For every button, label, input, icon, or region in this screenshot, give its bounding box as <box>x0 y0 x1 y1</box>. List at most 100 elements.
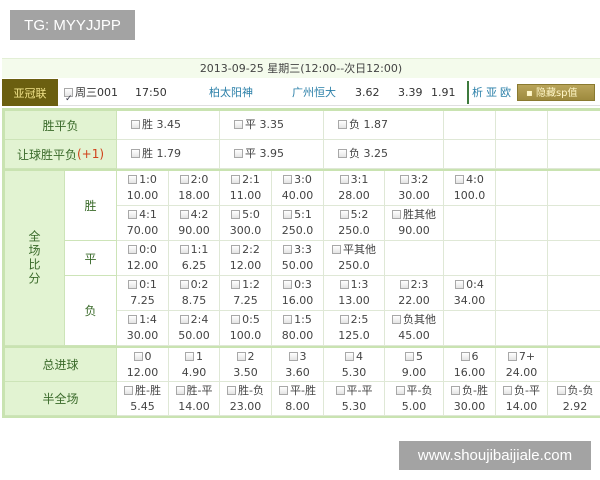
option-checkbox[interactable] <box>339 175 349 184</box>
hide-sp-button[interactable]: ▪ 隐藏sp值 <box>517 84 595 101</box>
option-checkbox[interactable] <box>399 280 409 289</box>
option-cell[interactable]: 负-负 2.92 <box>548 382 600 416</box>
option-checkbox[interactable] <box>231 210 241 219</box>
option-cell[interactable]: 胜其他 90.00 <box>385 206 444 241</box>
option-checkbox[interactable] <box>339 315 349 324</box>
option-checkbox[interactable] <box>345 352 354 361</box>
option-checkbox[interactable] <box>179 175 189 184</box>
option-checkbox[interactable] <box>231 245 241 254</box>
option-checkbox[interactable] <box>392 210 401 219</box>
option-checkbox[interactable] <box>556 386 566 395</box>
option-checkbox[interactable] <box>283 210 293 219</box>
option-checkbox[interactable] <box>128 315 138 324</box>
option-checkbox[interactable] <box>231 280 241 289</box>
option-checkbox[interactable] <box>455 175 465 184</box>
option-checkbox[interactable] <box>455 280 465 289</box>
option-cell[interactable]: 平-胜 8.00 <box>272 382 324 416</box>
option-cell[interactable]: 3:0 40.00 <box>272 171 324 206</box>
option-checkbox[interactable] <box>283 175 293 184</box>
option-cell[interactable]: 5:0 300.0 <box>220 206 272 241</box>
option-checkbox[interactable] <box>392 315 401 324</box>
option-checkbox[interactable] <box>283 315 293 324</box>
option-cell[interactable]: 3:1 28.00 <box>324 171 385 206</box>
league-badge[interactable]: 亚冠联 <box>2 79 58 106</box>
option-checkbox[interactable] <box>179 245 189 254</box>
option-checkbox[interactable] <box>234 149 243 158</box>
option-cell[interactable]: 胜 1.79 <box>117 140 220 169</box>
option-checkbox[interactable] <box>503 386 512 395</box>
option-cell[interactable]: 胜-胜 5.45 <box>117 382 169 416</box>
option-cell[interactable]: 2 3.50 <box>220 348 272 382</box>
option-cell[interactable]: 0:2 8.75 <box>169 276 220 311</box>
option-checkbox[interactable] <box>395 386 405 395</box>
option-cell[interactable]: 0:1 7.25 <box>117 276 169 311</box>
option-cell[interactable]: 5:1 250.0 <box>272 206 324 241</box>
option-cell[interactable]: 7+ 24.00 <box>496 348 548 382</box>
option-checkbox[interactable] <box>133 352 143 361</box>
option-cell[interactable]: 平其他 250.0 <box>324 241 385 276</box>
link-analysis[interactable]: 析 <box>472 86 483 99</box>
option-checkbox[interactable] <box>451 386 460 395</box>
option-cell[interactable]: 1:2 7.25 <box>220 276 272 311</box>
option-cell[interactable]: 3:2 30.00 <box>385 171 444 206</box>
option-cell[interactable]: 0:5 100.0 <box>220 311 272 346</box>
option-cell[interactable]: 1:4 30.00 <box>117 311 169 346</box>
option-cell[interactable]: 4:2 90.00 <box>169 206 220 241</box>
option-cell[interactable]: 胜 3.45 <box>117 111 220 140</box>
option-checkbox[interactable] <box>338 149 347 158</box>
option-checkbox[interactable] <box>405 352 414 361</box>
option-checkbox[interactable] <box>283 245 293 254</box>
option-checkbox[interactable] <box>131 120 140 129</box>
option-cell[interactable]: 负其他 45.00 <box>385 311 444 346</box>
option-cell[interactable]: 负-胜 30.00 <box>444 382 496 416</box>
option-cell[interactable]: 5:2 250.0 <box>324 206 385 241</box>
option-cell[interactable]: 负-平 14.00 <box>496 382 548 416</box>
option-cell[interactable]: 胜-负 23.00 <box>220 382 272 416</box>
option-checkbox[interactable] <box>179 280 189 289</box>
match-select[interactable]: 周三001 <box>64 79 118 113</box>
option-checkbox[interactable] <box>332 245 341 254</box>
option-checkbox[interactable] <box>231 175 241 184</box>
option-checkbox[interactable] <box>131 149 140 158</box>
option-cell[interactable]: 2:1 11.00 <box>220 171 272 206</box>
option-checkbox[interactable] <box>179 315 189 324</box>
option-cell[interactable]: 平 3.35 <box>220 111 324 140</box>
option-cell[interactable]: 1:0 10.00 <box>117 171 169 206</box>
option-checkbox[interactable] <box>507 352 517 361</box>
option-cell[interactable]: 6 16.00 <box>444 348 496 382</box>
link-asian[interactable]: 亚 <box>486 86 497 99</box>
option-cell[interactable]: 4:0 100.0 <box>444 171 496 206</box>
option-cell[interactable]: 负 1.87 <box>324 111 444 140</box>
away-team[interactable]: 广州恒大 <box>292 86 336 99</box>
option-checkbox[interactable] <box>339 210 349 219</box>
option-checkbox[interactable] <box>234 120 243 129</box>
match-checkbox[interactable] <box>64 86 73 113</box>
option-cell[interactable]: 平-负 5.00 <box>385 382 444 416</box>
option-checkbox[interactable] <box>339 280 349 289</box>
option-cell[interactable]: 0:4 34.00 <box>444 276 496 311</box>
option-checkbox[interactable] <box>335 386 345 395</box>
link-euro[interactable]: 欧 <box>500 86 511 99</box>
option-cell[interactable]: 负 3.25 <box>324 140 444 169</box>
option-checkbox[interactable] <box>128 175 138 184</box>
option-checkbox[interactable] <box>128 280 138 289</box>
option-cell[interactable]: 平-平 5.30 <box>324 382 385 416</box>
option-checkbox[interactable] <box>128 210 138 219</box>
option-cell[interactable]: 2:2 12.00 <box>220 241 272 276</box>
option-checkbox[interactable] <box>124 386 133 395</box>
option-checkbox[interactable] <box>236 352 246 361</box>
option-cell[interactable]: 2:4 50.00 <box>169 311 220 346</box>
option-cell[interactable]: 1:5 80.00 <box>272 311 324 346</box>
option-cell[interactable]: 3:3 50.00 <box>272 241 324 276</box>
home-team[interactable]: 柏太阳神 <box>209 86 253 99</box>
option-checkbox[interactable] <box>279 386 288 395</box>
option-checkbox[interactable] <box>231 315 241 324</box>
option-checkbox[interactable] <box>175 386 185 395</box>
option-checkbox[interactable] <box>338 120 347 129</box>
option-cell[interactable]: 4:1 70.00 <box>117 206 169 241</box>
option-cell[interactable]: 平 3.95 <box>220 140 324 169</box>
option-cell[interactable]: 1 4.90 <box>169 348 220 382</box>
option-cell[interactable]: 2:0 18.00 <box>169 171 220 206</box>
option-cell[interactable]: 1:3 13.00 <box>324 276 385 311</box>
option-cell[interactable]: 0:0 12.00 <box>117 241 169 276</box>
